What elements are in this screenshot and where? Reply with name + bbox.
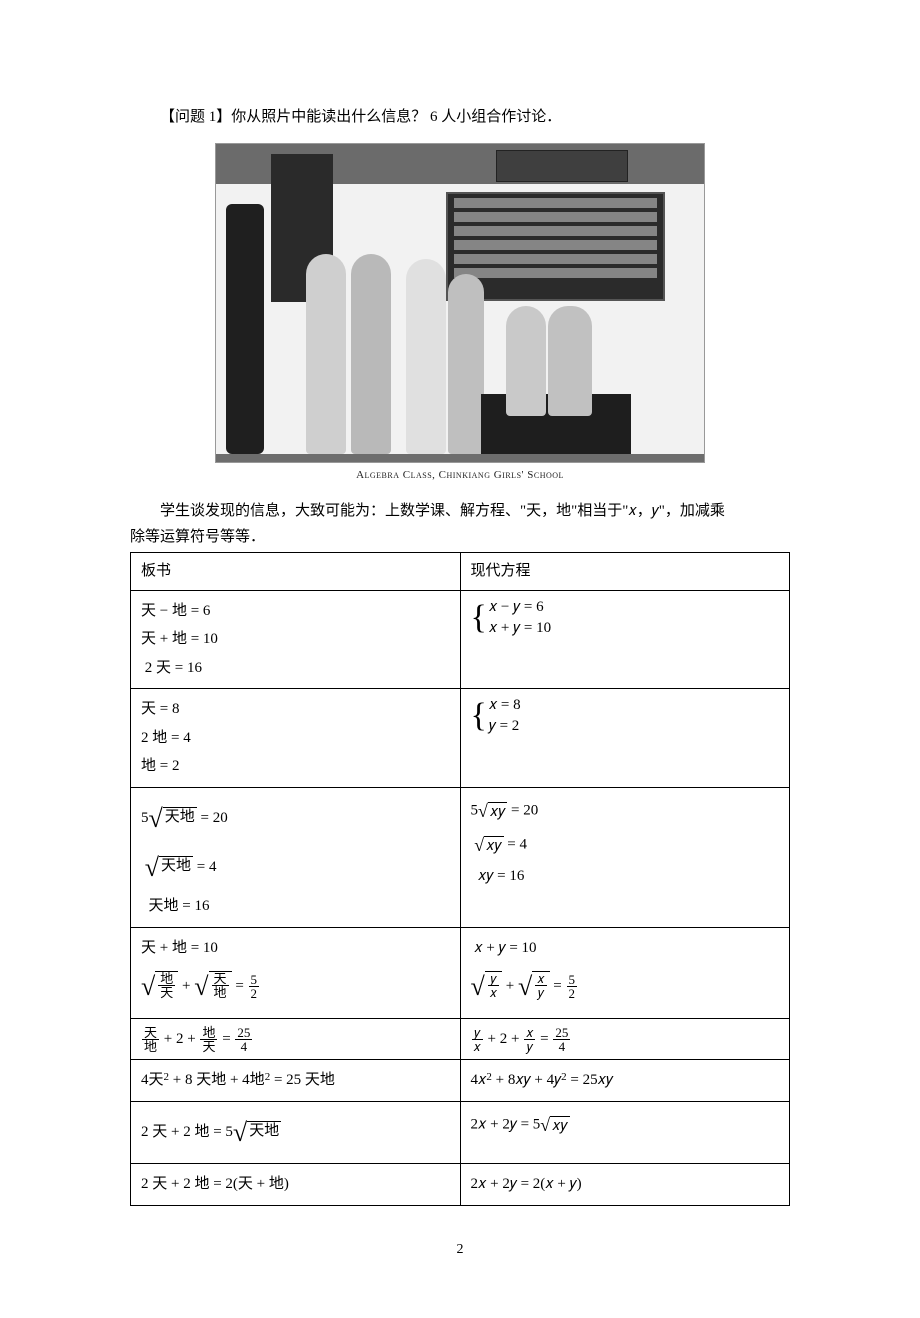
student-1 xyxy=(306,254,346,454)
cell-modern: 2𝑥 + 2𝑦 = 5𝑥𝑦 xyxy=(460,1101,790,1163)
student-5 xyxy=(506,306,546,416)
table-row: 天地 + 2 + 地天 = 254𝑦𝑥 + 2 + 𝑥𝑦 = 254 xyxy=(131,1018,790,1060)
table-row: 天 = 82 地 = 4地 = 2{𝑥 = 8𝑦 = 2 xyxy=(131,689,790,788)
student-4 xyxy=(448,274,484,454)
table-header-row: 板书 现代方程 xyxy=(131,553,790,591)
equations-table: 板书 现代方程 天 − 地 = 6天 + 地 = 10 2 天 = 16{𝑥 −… xyxy=(130,552,790,1206)
cell-board: 4天2 + 8 天地 + 4地2 = 25 天地 xyxy=(131,1060,461,1102)
question-text: 你从照片中能读出什么信息？ xyxy=(231,109,426,125)
wall-map xyxy=(496,150,628,182)
student-3 xyxy=(406,259,446,454)
student-6 xyxy=(548,306,592,416)
question-1: 【问题 1】你从照片中能读出什么信息？ 6 人小组合作讨论． xyxy=(130,105,790,129)
cell-board: 天地 + 2 + 地天 = 254 xyxy=(131,1018,461,1060)
table-row: 天 − 地 = 6天 + 地 = 10 2 天 = 16{𝑥 − 𝑦 = 6𝑥 … xyxy=(131,590,790,689)
stove xyxy=(226,204,264,454)
para-line1: 学生谈发现的信息，大致可能为：上数学课、解方程、"天，地"相当于"𝑥，𝑦"，加减… xyxy=(160,503,725,519)
cell-board: 天 − 地 = 6天 + 地 = 10 2 天 = 16 xyxy=(131,590,461,689)
classroom-figure: Algebra Class, Chinkiang Girls' School xyxy=(215,143,705,481)
table-row: 2 天 + 2 地 = 2(天 + 地)2𝑥 + 2𝑦 = 2(𝑥 + 𝑦) xyxy=(131,1164,790,1206)
cell-modern: 2𝑥 + 2𝑦 = 2(𝑥 + 𝑦) xyxy=(460,1164,790,1206)
table-row: 5天地 = 20 天地 = 4 天地 = 165𝑥𝑦 = 20 𝑥𝑦 = 4 𝑥… xyxy=(131,787,790,927)
table-row: 2 天 + 2 地 = 5天地2𝑥 + 2𝑦 = 5𝑥𝑦 xyxy=(131,1101,790,1163)
page-number: 2 xyxy=(130,1242,790,1258)
cell-modern: {𝑥 − 𝑦 = 6𝑥 + 𝑦 = 10 xyxy=(460,590,790,689)
student-2 xyxy=(351,254,391,454)
question-suffix: 6 人小组合作讨论． xyxy=(426,109,561,125)
col-header-right: 现代方程 xyxy=(460,553,790,591)
cell-modern: {𝑥 = 8𝑦 = 2 xyxy=(460,689,790,788)
table-row: 4天2 + 8 天地 + 4地2 = 25 天地4𝑥2 + 8𝑥𝑦 + 4𝑦2 … xyxy=(131,1060,790,1102)
col-header-left: 板书 xyxy=(131,553,461,591)
cell-board: 2 天 + 2 地 = 2(天 + 地) xyxy=(131,1164,461,1206)
classroom-photo xyxy=(215,143,705,463)
table-row: 天 + 地 = 10地天 + 天地 = 52 𝑥 + 𝑦 = 10𝑦𝑥 + 𝑥𝑦… xyxy=(131,927,790,1018)
cell-board: 5天地 = 20 天地 = 4 天地 = 16 xyxy=(131,787,461,927)
para-line2: 除等运算符号等等． xyxy=(130,529,265,545)
cell-board: 2 天 + 2 地 = 5天地 xyxy=(131,1101,461,1163)
cell-modern: 4𝑥2 + 8𝑥𝑦 + 4𝑦2 = 25𝑥𝑦 xyxy=(460,1060,790,1102)
cell-board: 天 + 地 = 10地天 + 天地 = 52 xyxy=(131,927,461,1018)
document-page: 【问题 1】你从照片中能读出什么信息？ 6 人小组合作讨论． Algebra C… xyxy=(0,0,920,1318)
figure-caption: Algebra Class, Chinkiang Girls' School xyxy=(215,463,705,481)
cell-modern: 𝑥 + 𝑦 = 10𝑦𝑥 + 𝑥𝑦 = 52 xyxy=(460,927,790,1018)
floor xyxy=(216,454,704,462)
cell-modern: 𝑦𝑥 + 2 + 𝑥𝑦 = 254 xyxy=(460,1018,790,1060)
cell-board: 天 = 82 地 = 4地 = 2 xyxy=(131,689,461,788)
cell-modern: 5𝑥𝑦 = 20 𝑥𝑦 = 4 𝑥𝑦 = 16 xyxy=(460,787,790,927)
question-label: 【问题 1】 xyxy=(160,109,231,125)
discussion-paragraph: 学生谈发现的信息，大致可能为：上数学课、解方程、"天，地"相当于"𝑥，𝑦"，加减… xyxy=(130,499,790,550)
